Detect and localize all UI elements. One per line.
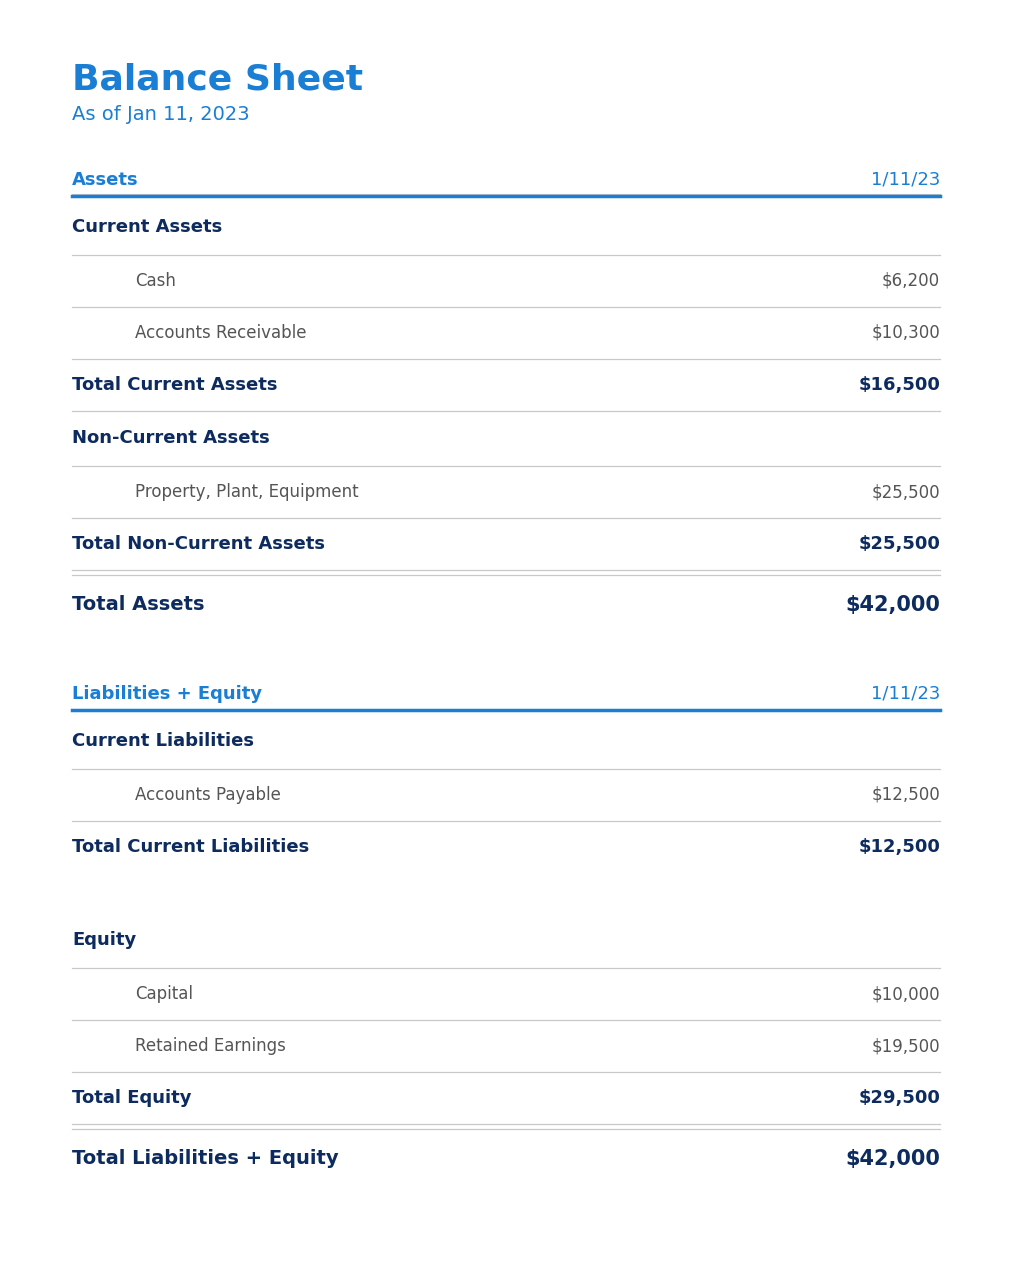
Text: Total Assets: Total Assets — [72, 595, 205, 614]
Text: $12,500: $12,500 — [858, 838, 940, 856]
Text: Total Current Assets: Total Current Assets — [72, 376, 278, 394]
Text: 1/11/23: 1/11/23 — [870, 172, 940, 189]
Text: Non-Current Assets: Non-Current Assets — [72, 429, 269, 447]
Text: Capital: Capital — [135, 986, 193, 1004]
Text: $10,000: $10,000 — [871, 986, 940, 1004]
Text: Assets: Assets — [72, 172, 138, 189]
Text: $12,500: $12,500 — [871, 786, 940, 804]
Text: Accounts Payable: Accounts Payable — [135, 786, 281, 804]
Text: Equity: Equity — [72, 931, 136, 948]
Text: $19,500: $19,500 — [871, 1037, 940, 1055]
Text: 1/11/23: 1/11/23 — [870, 685, 940, 703]
Text: Current Liabilities: Current Liabilities — [72, 732, 254, 750]
Text: Cash: Cash — [135, 271, 176, 291]
Text: $29,500: $29,500 — [858, 1089, 940, 1107]
Text: $16,500: $16,500 — [858, 376, 940, 394]
Text: Balance Sheet: Balance Sheet — [72, 61, 364, 96]
Text: Current Assets: Current Assets — [72, 218, 222, 236]
Text: Total Liabilities + Equity: Total Liabilities + Equity — [72, 1149, 339, 1169]
Text: Total Current Liabilities: Total Current Liabilities — [72, 838, 309, 856]
Text: $10,300: $10,300 — [871, 324, 940, 342]
Text: Retained Earnings: Retained Earnings — [135, 1037, 286, 1055]
Text: Property, Plant, Equipment: Property, Plant, Equipment — [135, 483, 358, 500]
Text: $6,200: $6,200 — [882, 271, 940, 291]
Text: Accounts Receivable: Accounts Receivable — [135, 324, 306, 342]
Text: Liabilities + Equity: Liabilities + Equity — [72, 685, 262, 703]
Text: $25,500: $25,500 — [858, 535, 940, 553]
Text: $25,500: $25,500 — [871, 483, 940, 500]
Text: $42,000: $42,000 — [845, 595, 940, 614]
Text: Total Non-Current Assets: Total Non-Current Assets — [72, 535, 325, 553]
Text: $42,000: $42,000 — [845, 1149, 940, 1169]
Text: Total Equity: Total Equity — [72, 1089, 191, 1107]
Text: As of Jan 11, 2023: As of Jan 11, 2023 — [72, 105, 250, 124]
